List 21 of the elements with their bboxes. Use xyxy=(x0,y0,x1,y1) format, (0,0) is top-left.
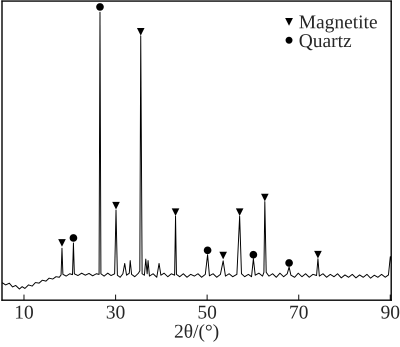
point xyxy=(236,208,244,216)
point xyxy=(204,246,212,254)
x-tick-label: 30 xyxy=(106,306,125,319)
x-tick-label: 10 xyxy=(16,306,33,319)
point xyxy=(285,259,293,267)
x-tick-label: 70 xyxy=(290,306,308,319)
point xyxy=(261,194,269,202)
legend-label: Quartz xyxy=(300,34,352,50)
point xyxy=(314,250,322,259)
point xyxy=(58,239,66,247)
point xyxy=(172,208,180,216)
point xyxy=(70,234,78,242)
point xyxy=(136,28,145,36)
point xyxy=(112,202,120,210)
x-tick-label: 50 xyxy=(198,306,216,319)
point xyxy=(219,252,227,260)
x-axis-title: 2θ/(°) xyxy=(174,324,218,342)
x-tick-label: 90 xyxy=(381,306,400,319)
point xyxy=(250,250,258,259)
point xyxy=(96,3,104,11)
legend-label: Magnetite xyxy=(299,15,377,32)
